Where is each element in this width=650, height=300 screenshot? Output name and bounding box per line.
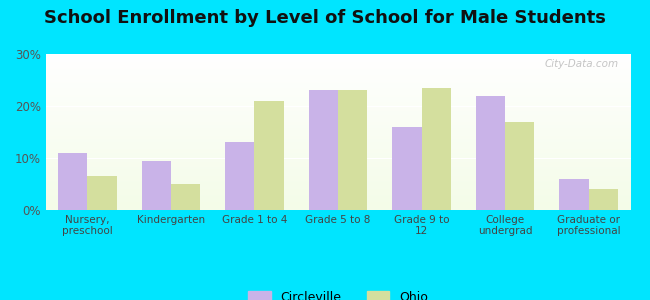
Bar [393,127,422,210]
Bar [142,160,171,210]
Bar [505,122,534,210]
Bar [476,96,505,210]
Text: City-Data.com: City-Data.com [545,59,619,69]
Bar [309,90,338,210]
Bar [171,184,200,210]
Legend: Circleville, Ohio: Circleville, Ohio [248,291,428,300]
Bar [338,90,367,210]
Bar [589,189,618,210]
Bar [422,88,451,210]
Text: School Enrollment by Level of School for Male Students: School Enrollment by Level of School for… [44,9,606,27]
Bar [254,101,283,210]
Bar [58,153,87,210]
Bar [225,142,254,210]
Bar [87,176,116,210]
Bar [560,179,589,210]
